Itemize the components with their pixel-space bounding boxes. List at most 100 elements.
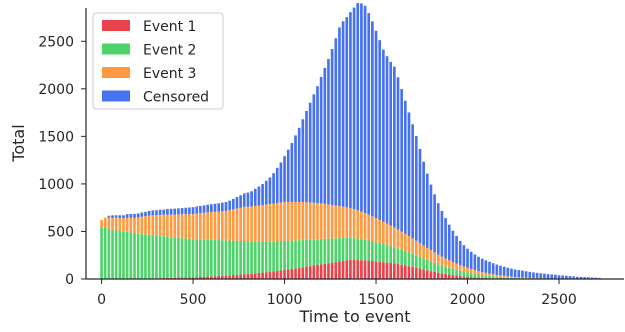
bar-segment-event-3 <box>269 204 272 241</box>
bar-segment-event-2 <box>448 268 451 275</box>
x-tick-label: 1500 <box>358 292 394 308</box>
bar-segment-event-3 <box>389 225 392 246</box>
bar-segment-censored <box>411 124 414 238</box>
y-tick-label: 2500 <box>38 34 74 50</box>
bar-segment-event-1 <box>342 261 345 279</box>
bar-segment-event-2 <box>386 245 389 262</box>
bar-segment-event-3 <box>305 202 308 240</box>
bar-segment-event-2 <box>151 235 154 278</box>
bar-segment-censored <box>404 101 407 234</box>
bar-segment-event-3 <box>313 203 316 240</box>
bar-segment-event-3 <box>173 215 176 238</box>
bar-segment-event-3 <box>441 257 444 266</box>
bar-segment-event-1 <box>360 260 363 279</box>
bar-segment-censored <box>254 189 257 206</box>
bar-segment-censored <box>313 94 316 202</box>
bar-segment-event-2 <box>280 241 283 270</box>
bar-segment-censored <box>474 254 477 270</box>
bar-segment-event-2 <box>173 237 176 277</box>
bar-segment-censored <box>140 212 143 216</box>
bar-segment-censored <box>126 214 129 218</box>
bar-segment-event-1 <box>247 274 250 279</box>
bar-segment-event-2 <box>192 239 195 277</box>
bar-segment-event-3 <box>455 264 458 270</box>
bar-segment-event-2 <box>455 270 458 276</box>
bar-segment-censored <box>342 21 345 206</box>
bar-segment-censored <box>539 273 542 278</box>
bar-segment-censored <box>133 214 136 218</box>
bar-segment-censored <box>455 236 458 264</box>
bar-segment-event-2 <box>437 264 440 272</box>
bar-segment-event-2 <box>452 269 455 275</box>
bar-segment-event-1 <box>411 267 414 279</box>
bar-segment-event-1 <box>258 273 261 279</box>
bar-segment-censored <box>276 168 279 203</box>
bar-segment-event-3 <box>364 213 367 240</box>
bar-segment-event-1 <box>298 268 301 279</box>
bar-segment-event-2 <box>419 257 422 269</box>
bar-segment-event-2 <box>232 241 235 275</box>
bar-segment-event-3 <box>188 214 191 239</box>
legend-label: Event 2 <box>143 43 196 59</box>
bar-segment-censored <box>371 21 374 216</box>
bar-segment-event-3 <box>320 203 323 239</box>
bar-segment-censored <box>151 210 154 215</box>
bar-segment-event-3 <box>400 232 403 250</box>
bar-segment-event-3 <box>148 216 151 235</box>
bar-segment-event-3 <box>100 220 103 228</box>
bar-segment-censored <box>305 111 308 202</box>
bar-segment-event-2 <box>422 258 425 269</box>
bar-segment-event-2 <box>221 240 224 276</box>
bar-segment-censored <box>517 270 520 277</box>
bar-segment-censored <box>514 269 517 277</box>
bar-segment-event-1 <box>323 264 326 279</box>
bar-segment-event-3 <box>210 212 213 240</box>
bar-segment-event-2 <box>261 241 264 272</box>
bar-segment-event-3 <box>140 217 143 234</box>
bar-segment-event-2 <box>331 238 334 262</box>
bar-segment-censored <box>536 273 539 278</box>
bar-segment-event-2 <box>181 238 184 277</box>
bar-segment-event-3 <box>108 218 111 229</box>
bar-segment-event-1 <box>397 264 400 279</box>
bar-segment-event-3 <box>225 211 228 240</box>
bar-segment-censored <box>287 150 290 202</box>
bar-segment-event-2 <box>144 234 147 278</box>
bar-segment-censored <box>108 216 111 218</box>
bar-segment-censored <box>386 56 389 223</box>
bar-segment-event-1 <box>404 265 407 279</box>
bar-segment-event-2 <box>254 241 257 273</box>
bar-segment-censored <box>228 201 231 211</box>
bar-segment-censored <box>334 38 337 205</box>
bar-segment-event-2 <box>122 231 125 279</box>
bar-segment-event-2 <box>408 252 411 266</box>
bar-segment-censored <box>382 50 385 222</box>
bar-segment-event-3 <box>206 212 209 239</box>
bar-segment-event-3 <box>492 274 495 276</box>
bar-segment-event-2 <box>430 261 433 271</box>
bar-segment-event-3 <box>481 272 484 275</box>
bar-segment-event-2 <box>283 241 286 270</box>
bar-segment-event-2 <box>393 247 396 263</box>
bar-segment-censored <box>437 203 440 254</box>
bar-segment-censored <box>331 49 334 205</box>
bar-segment-event-1 <box>345 260 348 279</box>
bar-segment-event-1 <box>448 275 451 279</box>
bar-segment-event-2 <box>111 231 114 279</box>
y-tick-label: 1000 <box>38 177 74 193</box>
bar-segment-event-2 <box>177 238 180 278</box>
bar-segment-event-2 <box>360 239 363 260</box>
bar-segment-event-1 <box>269 272 272 279</box>
bar-segment-censored <box>532 272 535 278</box>
bar-segment-censored <box>294 135 297 202</box>
bar-segment-censored <box>558 275 561 279</box>
bar-segment-event-3 <box>323 204 326 239</box>
bar-segment-event-1 <box>415 268 418 279</box>
bar-segment-censored <box>210 204 213 212</box>
y-tick-label: 0 <box>65 272 74 288</box>
bar-segment-event-2 <box>485 275 488 278</box>
bar-segment-censored <box>217 203 220 211</box>
bar-segment-censored <box>159 210 162 215</box>
bar-segment-censored <box>162 210 165 215</box>
